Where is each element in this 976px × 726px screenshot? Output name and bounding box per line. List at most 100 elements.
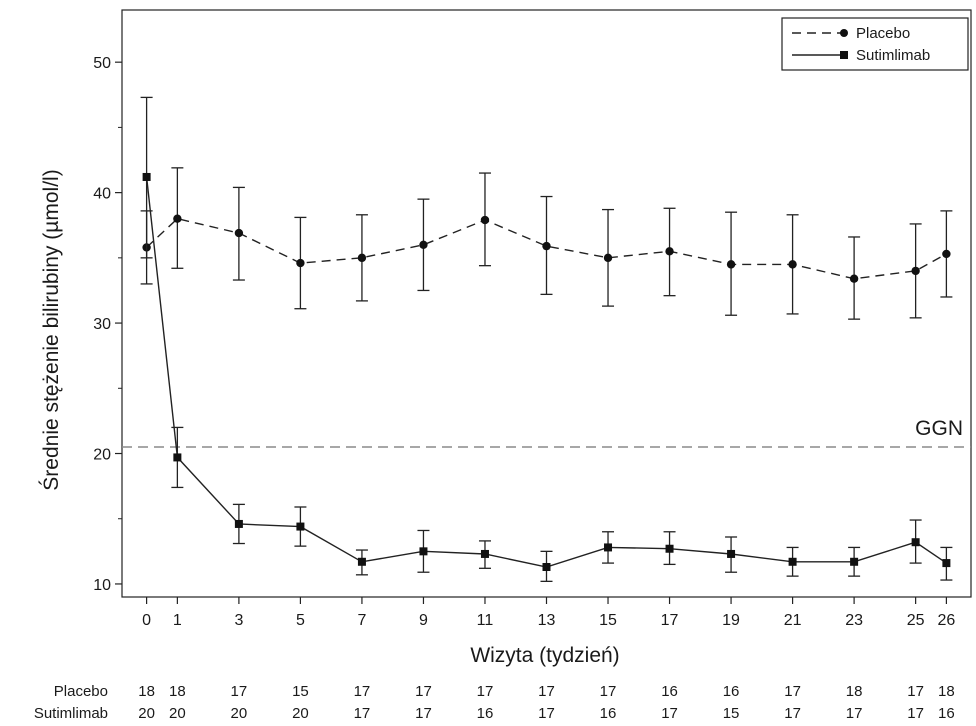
y-tick-label: 30 xyxy=(93,316,111,333)
n-value: 17 xyxy=(415,683,432,700)
x-tick-label: 23 xyxy=(845,612,863,629)
x-tick-label: 17 xyxy=(661,612,679,629)
data-point xyxy=(604,543,613,552)
legend-marker xyxy=(840,51,848,59)
n-value: 20 xyxy=(231,705,248,722)
data-point xyxy=(234,228,244,238)
n-row-label: Placebo xyxy=(54,683,108,700)
n-value: 18 xyxy=(846,683,863,700)
n-value: 16 xyxy=(938,705,955,722)
n-value: 17 xyxy=(846,705,863,722)
n-value: 16 xyxy=(477,705,494,722)
legend-label: Sutimlimab xyxy=(856,47,930,64)
data-point xyxy=(726,260,736,269)
n-value: 17 xyxy=(661,705,678,722)
data-point xyxy=(850,557,859,566)
data-point xyxy=(942,559,951,568)
n-value: 17 xyxy=(907,683,924,700)
x-tick-label: 5 xyxy=(296,612,305,629)
n-value: 17 xyxy=(784,705,801,722)
data-point xyxy=(296,258,305,268)
data-point xyxy=(727,549,736,558)
n-value: 20 xyxy=(292,705,309,722)
x-tick-label: 21 xyxy=(784,612,802,629)
data-point xyxy=(357,557,366,566)
y-tick-label: 20 xyxy=(93,447,111,464)
n-value: 17 xyxy=(538,705,555,722)
legend-box xyxy=(781,17,969,71)
series-group xyxy=(140,96,953,582)
n-value: 17 xyxy=(477,683,494,700)
x-axis-title: Wizyta (tydzień) xyxy=(470,644,619,667)
y-tick-label: 10 xyxy=(93,577,111,594)
n-value: 17 xyxy=(415,705,432,722)
x-tick-label: 0 xyxy=(142,612,151,629)
n-value: 17 xyxy=(354,683,371,700)
data-point xyxy=(234,519,243,528)
n-value: 16 xyxy=(661,683,678,700)
n-value: 17 xyxy=(231,683,248,700)
n-value: 18 xyxy=(138,683,155,700)
data-point xyxy=(665,247,674,256)
series-line-placebo xyxy=(146,217,947,280)
data-point xyxy=(480,549,489,558)
n-row-label: Sutimlimab xyxy=(34,705,108,722)
data-point xyxy=(542,241,551,251)
x-tick-label: 3 xyxy=(234,612,243,629)
n-value: 20 xyxy=(138,705,155,722)
legend-label: Placebo xyxy=(856,25,910,42)
reference-line-label: GGN xyxy=(915,417,963,440)
data-point xyxy=(788,557,797,566)
data-point xyxy=(788,260,797,269)
legend: Placebo Sutimlimab xyxy=(781,17,969,71)
data-point xyxy=(296,522,305,531)
n-value: 16 xyxy=(723,683,740,700)
x-tick-label: 26 xyxy=(937,612,955,629)
n-value: 17 xyxy=(354,705,371,722)
n-value: 17 xyxy=(600,683,617,700)
data-point xyxy=(173,453,182,462)
x-tick-label: 11 xyxy=(477,612,494,629)
x-tick-label: 9 xyxy=(419,612,428,629)
plot-frame xyxy=(121,9,972,598)
n-value: 17 xyxy=(784,683,801,700)
data-point xyxy=(542,562,551,571)
series-sutimlimab xyxy=(140,96,953,582)
data-point xyxy=(603,253,613,263)
data-point xyxy=(849,274,859,283)
data-point xyxy=(665,544,674,553)
x-tick-label: 13 xyxy=(538,612,556,629)
y-axis-title: Średnie stężenie bilirubiny (µmol/l) xyxy=(39,169,63,490)
data-point xyxy=(419,240,428,249)
n-at-risk-table: Placebo 18 18 17 15 17 17 17 17 17 16 16 17 18 17 18 Sut… xyxy=(34,683,955,722)
n-value: 15 xyxy=(723,705,740,722)
n-value: 18 xyxy=(169,683,186,700)
x-tick-label: 19 xyxy=(722,612,740,629)
data-point xyxy=(480,215,490,225)
x-tick-label: 15 xyxy=(599,612,617,629)
data-point xyxy=(357,253,367,263)
x-tick-label: 1 xyxy=(173,612,182,629)
plot-area-border xyxy=(121,9,972,598)
y-tick-label: 50 xyxy=(93,55,111,72)
data-point xyxy=(911,538,920,547)
n-value: 18 xyxy=(938,683,955,700)
x-tick-label: 7 xyxy=(357,612,366,629)
n-value: 16 xyxy=(600,705,617,722)
series-placebo xyxy=(140,167,953,320)
reference-line-group: GGN xyxy=(122,417,971,448)
data-point xyxy=(142,172,151,181)
n-value: 15 xyxy=(292,683,309,700)
data-point xyxy=(173,214,182,223)
legend-marker xyxy=(840,29,848,37)
data-point xyxy=(419,547,428,556)
n-value: 20 xyxy=(169,705,186,722)
n-value: 17 xyxy=(538,683,555,700)
x-tick-label: 25 xyxy=(907,612,925,629)
data-point xyxy=(942,249,951,259)
y-tick-label: 40 xyxy=(93,186,111,203)
data-point xyxy=(911,266,920,276)
n-value: 17 xyxy=(907,705,924,722)
